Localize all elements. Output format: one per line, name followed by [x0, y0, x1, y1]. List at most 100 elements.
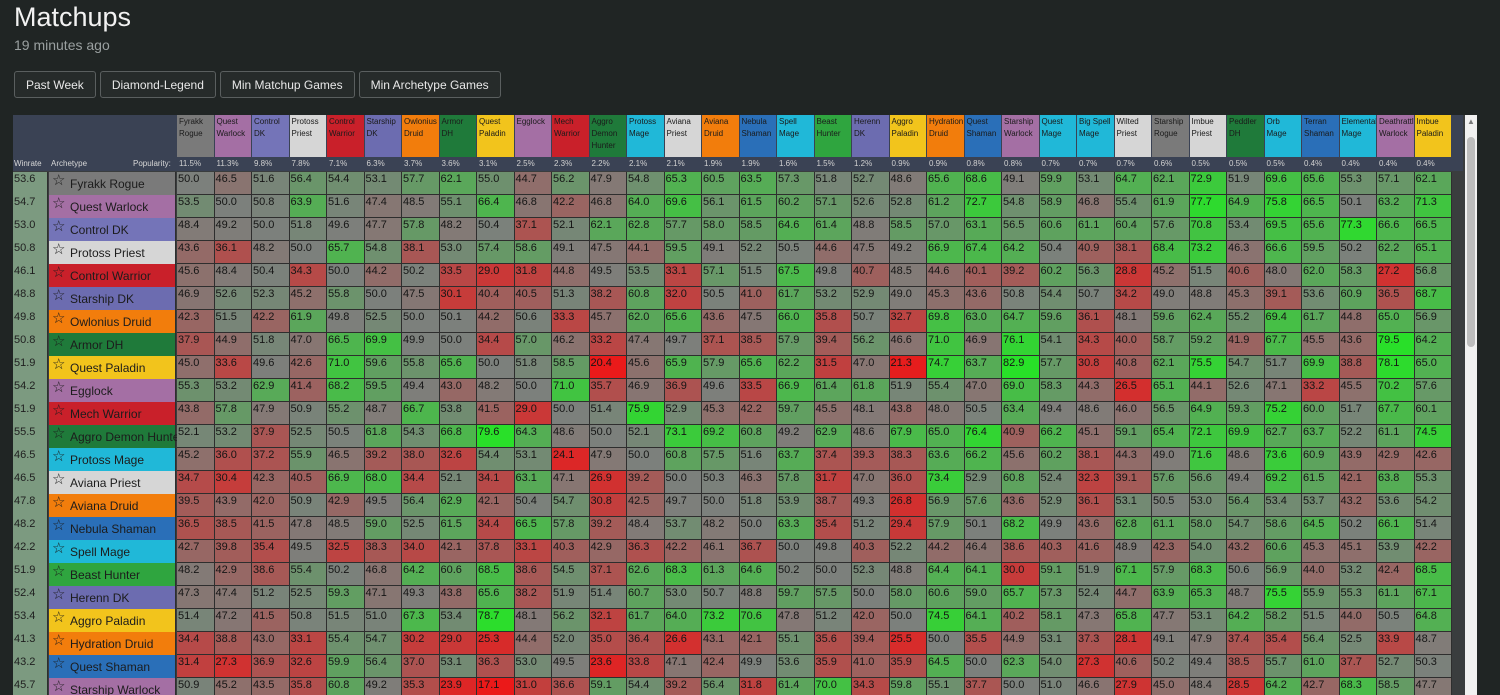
matchup-cell[interactable]: 50.5	[702, 287, 740, 310]
matchup-cell[interactable]: 36.1	[214, 241, 252, 264]
matchup-cell[interactable]: 43.5	[252, 678, 290, 695]
column-header[interactable]: Starship DK	[364, 115, 401, 157]
matchup-cell[interactable]: 70.2	[1377, 379, 1415, 402]
matchup-cell[interactable]: 42.3	[177, 310, 215, 333]
matchup-cell[interactable]: 53.5	[627, 264, 665, 287]
matchup-cell[interactable]: 31.4	[177, 655, 215, 678]
matchup-cell[interactable]: 47.9	[589, 448, 627, 471]
favorite-star-icon[interactable]: ☆	[52, 563, 66, 580]
matchup-cell[interactable]: 53.9	[1377, 540, 1415, 563]
matchup-cell[interactable]: 71.0	[552, 379, 590, 402]
archetype-cell[interactable]: ☆ Egglock	[49, 379, 176, 402]
matchup-cell[interactable]: 35.5	[964, 632, 1002, 655]
matchup-cell[interactable]: 61.1	[1077, 218, 1115, 241]
matchup-cell[interactable]: 50.2	[1339, 241, 1377, 264]
matchup-cell[interactable]: 57.1	[702, 264, 740, 287]
matchup-cell[interactable]: 57.3	[1039, 586, 1077, 609]
matchup-cell[interactable]: 53.2	[1339, 563, 1377, 586]
matchup-cell[interactable]: 44.7	[514, 172, 552, 195]
archetype-cell[interactable]: ☆ Aviana Druid	[49, 494, 176, 517]
matchup-cell[interactable]: 41.9	[1227, 333, 1265, 356]
matchup-cell[interactable]: 58.5	[889, 218, 927, 241]
matchup-cell[interactable]: 67.1	[1114, 563, 1152, 586]
matchup-cell[interactable]: 58.5	[552, 356, 590, 379]
matchup-cell[interactable]: 44.8	[1339, 310, 1377, 333]
matchup-cell[interactable]: 62.9	[439, 494, 477, 517]
matchup-cell[interactable]: 55.0	[477, 172, 515, 195]
favorite-star-icon[interactable]: ☆	[52, 218, 66, 235]
matchup-cell[interactable]: 64.0	[664, 609, 702, 632]
matchup-cell[interactable]: 68.0	[364, 471, 402, 494]
matchup-cell[interactable]: 57.6	[1152, 471, 1190, 494]
matchup-cell[interactable]: 57.4	[477, 241, 515, 264]
matchup-cell[interactable]: 51.2	[814, 609, 852, 632]
matchup-cell[interactable]: 62.2	[777, 356, 815, 379]
matchup-cell[interactable]: 36.6	[552, 678, 590, 695]
matchup-cell[interactable]: 43.6	[177, 241, 215, 264]
filter-time-range-button[interactable]: Past Week	[14, 71, 96, 98]
matchup-cell[interactable]: 49.4	[1227, 471, 1265, 494]
matchup-cell[interactable]: 70.0	[814, 678, 852, 695]
matchup-cell[interactable]: 42.2	[252, 310, 290, 333]
matchup-cell[interactable]: 45.2	[214, 678, 252, 695]
matchup-cell[interactable]: 52.2	[1339, 425, 1377, 448]
column-header[interactable]: Imbue Priest	[1189, 115, 1226, 157]
matchup-cell[interactable]: 50.0	[927, 632, 965, 655]
matchup-cell[interactable]: 23.9	[439, 678, 477, 695]
matchup-cell[interactable]: 82.9	[1002, 356, 1040, 379]
matchup-cell[interactable]: 71.3	[1414, 195, 1452, 218]
matchup-cell[interactable]: 60.6	[927, 586, 965, 609]
matchup-cell[interactable]: 38.8	[1339, 356, 1377, 379]
matchup-cell[interactable]: 68.7	[1414, 287, 1452, 310]
matchup-cell[interactable]: 34.4	[402, 471, 440, 494]
favorite-star-icon[interactable]: ☆	[52, 287, 66, 304]
archetype-cell[interactable]: ☆ Protoss Priest	[49, 241, 176, 264]
column-header[interactable]: Quest Mage	[1039, 115, 1076, 157]
matchup-cell[interactable]: 47.4	[627, 333, 665, 356]
matchup-cell[interactable]: 50.0	[552, 402, 590, 425]
vertical-scrollbar[interactable]: ▲	[1465, 115, 1477, 695]
matchup-cell[interactable]: 43.6	[1339, 333, 1377, 356]
matchup-cell[interactable]: 42.1	[439, 540, 477, 563]
matchup-cell[interactable]: 59.1	[1114, 425, 1152, 448]
matchup-cell[interactable]: 76.4	[964, 425, 1002, 448]
archetype-cell[interactable]: ☆ Quest Paladin	[49, 356, 176, 379]
matchup-cell[interactable]: 53.8	[439, 402, 477, 425]
column-header[interactable]: Protoss Mage	[627, 115, 664, 157]
matchup-cell[interactable]: 66.1	[1377, 517, 1415, 540]
matchup-cell[interactable]: 41.6	[1077, 540, 1115, 563]
matchup-cell[interactable]: 40.9	[1077, 241, 1115, 264]
matchup-cell[interactable]: 65.6	[739, 356, 777, 379]
matchup-cell[interactable]: 50.0	[327, 264, 365, 287]
matchup-cell[interactable]: 75.5	[1189, 356, 1227, 379]
matchup-cell[interactable]: 45.3	[1227, 287, 1265, 310]
matchup-cell[interactable]: 48.8	[889, 563, 927, 586]
matchup-cell[interactable]: 62.9	[252, 379, 290, 402]
matchup-cell[interactable]: 60.9	[1302, 448, 1340, 471]
matchup-cell[interactable]: 55.7	[1264, 655, 1302, 678]
matchup-cell[interactable]: 48.0	[927, 402, 965, 425]
favorite-star-icon[interactable]: ☆	[52, 195, 66, 212]
matchup-cell[interactable]: 46.5	[214, 172, 252, 195]
matchup-cell[interactable]: 52.7	[1377, 655, 1415, 678]
matchup-cell[interactable]: 60.6	[1264, 540, 1302, 563]
matchup-cell[interactable]: 55.2	[1227, 310, 1265, 333]
matchup-cell[interactable]: 56.5	[1002, 218, 1040, 241]
matchup-cell[interactable]: 60.8	[664, 448, 702, 471]
matchup-cell[interactable]: 43.8	[439, 586, 477, 609]
matchup-cell[interactable]: 43.6	[1077, 517, 1115, 540]
matchup-cell[interactable]: 36.1	[1077, 494, 1115, 517]
favorite-star-icon[interactable]: ☆	[52, 494, 66, 511]
matchup-cell[interactable]: 50.0	[514, 379, 552, 402]
matchup-cell[interactable]: 34.3	[289, 264, 327, 287]
matchup-cell[interactable]: 60.8	[327, 678, 365, 695]
matchup-cell[interactable]: 64.4	[927, 563, 965, 586]
matchup-cell[interactable]: 54.1	[1039, 333, 1077, 356]
matchup-cell[interactable]: 50.6	[514, 310, 552, 333]
matchup-cell[interactable]: 50.3	[1414, 655, 1452, 678]
matchup-cell[interactable]: 47.1	[364, 586, 402, 609]
matchup-cell[interactable]: 78.7	[477, 609, 515, 632]
matchup-cell[interactable]: 63.6	[927, 448, 965, 471]
matchup-cell[interactable]: 35.4	[1264, 632, 1302, 655]
matchup-cell[interactable]: 66.5	[1414, 218, 1452, 241]
